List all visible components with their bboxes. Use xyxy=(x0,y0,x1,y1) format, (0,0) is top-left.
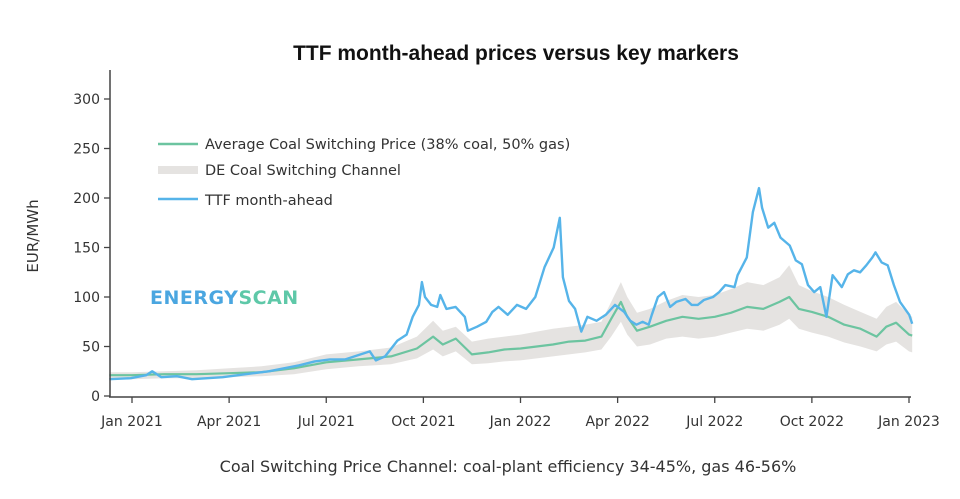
chart-title: TTF month-ahead prices versus key marker… xyxy=(293,42,739,65)
x-tick-label: Oct 2021 xyxy=(391,414,455,430)
logo-part-scan: SCAN xyxy=(238,287,298,309)
series-line-average-coal-switching-price xyxy=(109,295,913,377)
x-tick-label: Jan 2023 xyxy=(877,414,940,430)
legend-label-channel: DE Coal Switching Channel xyxy=(205,163,401,179)
series-line-ttf-month-ahead xyxy=(109,186,914,381)
logo-part-energy: ENERGY xyxy=(150,287,238,309)
x-tick-label: Apr 2022 xyxy=(585,414,649,430)
x-axis-label: Coal Switching Price Channel: coal-plant… xyxy=(220,457,797,476)
legend-label-average: Average Coal Switching Price (38% coal, … xyxy=(205,137,570,153)
legend-item-average-coal-switching-price[interactable]: Average Coal Switching Price (38% coal, … xyxy=(158,137,570,153)
series-band-de-coal-switching-channel xyxy=(109,265,913,380)
y-axis-label: EUR/MWh xyxy=(24,199,42,272)
plot-area xyxy=(109,186,914,381)
y-tick-label: 50 xyxy=(82,340,100,356)
y-tick-label: 0 xyxy=(91,389,100,405)
axes: 0 50 100 150 200 250 300 Jan 2021 Apr 2021 Jul 2… xyxy=(73,70,940,430)
y-tick-label: 300 xyxy=(73,92,100,108)
x-tick-label: Jul 2021 xyxy=(297,414,355,430)
y-tick-label: 250 xyxy=(73,142,100,158)
energyscan-logo: ENERGYSCAN xyxy=(150,287,299,309)
legend-item-ttf-month-ahead[interactable]: TTF month-ahead xyxy=(158,193,333,209)
legend-swatch-channel xyxy=(158,166,198,174)
x-tick-label: Apr 2021 xyxy=(197,414,261,430)
x-tick-label: Oct 2022 xyxy=(780,414,844,430)
x-tick-label: Jan 2022 xyxy=(489,414,552,430)
legend-label-ttf: TTF month-ahead xyxy=(204,193,333,209)
legend: Average Coal Switching Price (38% coal, … xyxy=(158,137,570,209)
x-tick-label: Jan 2021 xyxy=(100,414,163,430)
legend-item-de-coal-switching-channel[interactable]: DE Coal Switching Channel xyxy=(158,163,401,179)
x-tick-label: Jul 2022 xyxy=(685,414,743,430)
y-tick-label: 150 xyxy=(73,241,100,257)
y-tick-label: 100 xyxy=(73,290,100,306)
y-tick-label: 200 xyxy=(73,191,100,207)
